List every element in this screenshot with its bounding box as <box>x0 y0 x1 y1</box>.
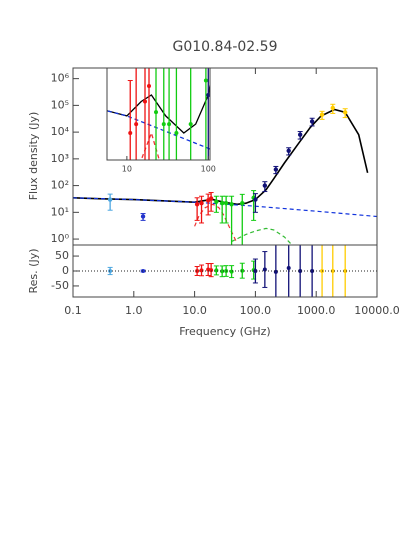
data-point <box>253 197 258 202</box>
data-point <box>143 99 148 104</box>
data-point <box>161 122 166 127</box>
x-tick-label: 10000.0 <box>354 304 400 317</box>
data-point <box>134 122 139 127</box>
x-tick-label: 1000.0 <box>297 304 336 317</box>
data-point <box>220 269 225 274</box>
data-point <box>209 268 214 273</box>
data-point <box>203 78 208 83</box>
y-tick-label: 10⁴ <box>51 125 70 138</box>
data-point <box>330 105 335 111</box>
data-point <box>286 266 291 271</box>
data-point <box>214 268 219 273</box>
y-axis-label: Flux density (Jy) <box>27 112 40 201</box>
data-point <box>141 269 146 273</box>
data-point <box>273 269 278 274</box>
model-curve <box>73 197 377 218</box>
data-point <box>147 84 152 89</box>
data-point <box>199 200 204 206</box>
chart-title: G010.84-02.59 <box>173 39 278 55</box>
data-point <box>194 202 200 207</box>
model-curve <box>230 227 293 245</box>
x-tick-label: 0.1 <box>64 304 82 317</box>
inset-background <box>107 68 210 160</box>
data-point <box>240 200 245 206</box>
data-point <box>219 200 225 206</box>
res-tick-label: 50 <box>55 249 69 262</box>
data-point <box>12 93 16 97</box>
data-point <box>195 269 200 273</box>
data-point <box>229 202 234 207</box>
data-point <box>309 119 315 124</box>
inset-tick-label: 10 <box>122 165 132 174</box>
y-tick-label: 10⁰ <box>51 232 70 245</box>
data-point <box>140 214 146 219</box>
model-curve <box>107 110 210 150</box>
data-point <box>206 267 211 272</box>
res-tick-label: -50 <box>51 279 69 292</box>
inset-frame <box>106 67 211 161</box>
data-point <box>319 112 325 117</box>
data-point <box>107 197 113 202</box>
x-tick-label: 100.0 <box>240 304 272 317</box>
inset-tick-label: 100 <box>201 165 216 174</box>
data-point <box>297 132 303 137</box>
y-tick-label: 10⁶ <box>51 72 70 85</box>
res-tick-label: 0 <box>62 264 69 277</box>
x-tick-label: 10.0 <box>182 304 207 317</box>
x-axis-label: Frequency (GHz) <box>179 325 270 338</box>
data-point <box>174 131 179 136</box>
data-point <box>128 131 133 136</box>
data-point <box>310 269 315 273</box>
main-plot <box>73 103 377 245</box>
data-point <box>108 269 113 273</box>
y-tick-label: 10⁵ <box>51 98 69 111</box>
data-point <box>330 269 335 273</box>
residual-plot <box>107 245 348 297</box>
data-point <box>214 199 219 204</box>
data-point <box>273 167 279 172</box>
data-point <box>253 269 258 273</box>
data-point <box>188 122 193 127</box>
data-point <box>342 110 348 115</box>
model-curve <box>140 130 160 160</box>
data-point <box>262 267 267 272</box>
data-point <box>298 269 303 273</box>
data-point <box>199 268 204 273</box>
data-point <box>206 92 210 97</box>
residual-frame <box>72 244 378 298</box>
data-point <box>154 110 159 115</box>
y-tick-label: 10² <box>51 179 69 192</box>
data-point <box>208 196 214 201</box>
data-point <box>240 268 245 273</box>
data-point <box>343 269 348 273</box>
data-point <box>286 148 291 154</box>
x-tick-label: 1.0 <box>125 304 143 317</box>
model-curve <box>176 328 257 462</box>
y-tick-label: 10³ <box>51 152 69 165</box>
data-point <box>223 200 229 206</box>
inset-plot <box>12 68 257 462</box>
y-tick-label: 10¹ <box>51 205 69 218</box>
res-axis-label: Res. (Jy) <box>27 249 40 294</box>
data-point <box>167 122 172 127</box>
data-point <box>229 269 234 274</box>
data-point <box>262 183 268 188</box>
